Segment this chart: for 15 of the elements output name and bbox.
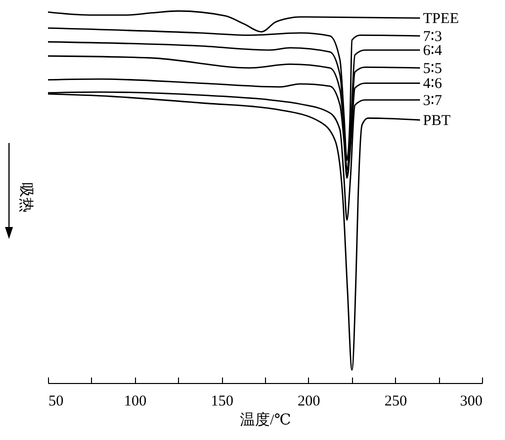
x-tick-label: 50 (48, 394, 64, 410)
series-label: 5∶5 (423, 60, 442, 77)
series-label: 3∶7 (423, 92, 443, 109)
series-label: PBT (423, 112, 451, 129)
series-label: TPEE (423, 11, 459, 28)
x-axis-title: 温度/℃ (240, 412, 291, 428)
x-tick-label: 100 (124, 394, 147, 410)
series-label: 7∶3 (423, 28, 442, 45)
y-axis-title: 吸热 (18, 182, 34, 212)
x-tick-label: 150 (210, 394, 234, 410)
x-tick-label: 250 (384, 394, 407, 410)
x-tick-label: 200 (298, 394, 320, 410)
series-label: 4∶6 (423, 76, 443, 92)
x-tick-label: 300 (460, 394, 482, 410)
series-label: 6∶4 (423, 43, 443, 60)
